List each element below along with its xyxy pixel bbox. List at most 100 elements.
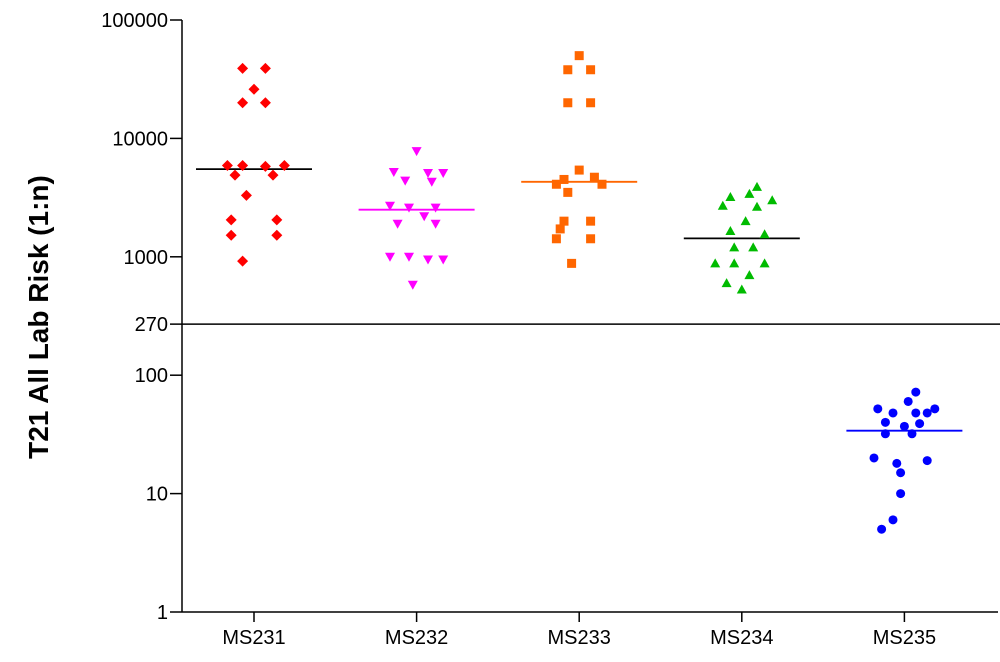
- data-point: [896, 468, 906, 478]
- x-categories: MS231 MS232 MS233 MS234 MS235: [222, 612, 936, 649]
- data-point: [225, 229, 237, 241]
- y-axis-title: T21 All Lab Risk (1:n): [23, 175, 54, 459]
- data-point: [717, 200, 728, 210]
- data-point: [869, 453, 879, 463]
- data-point: [248, 83, 260, 95]
- data-point: [551, 179, 561, 189]
- data-point: [419, 212, 430, 222]
- data-point: [586, 234, 596, 244]
- data-point: [400, 176, 411, 186]
- data-point: [563, 187, 573, 197]
- median-lines: [196, 168, 963, 432]
- data-point: [721, 278, 732, 288]
- data-point: [744, 270, 755, 280]
- data-point: [426, 177, 437, 187]
- axes: [181, 20, 998, 613]
- data-point: [237, 97, 249, 109]
- data-point: [423, 169, 433, 179]
- data-point: [759, 258, 770, 268]
- data-point: [392, 219, 403, 229]
- data-point: [907, 429, 917, 439]
- x-category-label: MS231: [222, 627, 285, 649]
- data-point: [237, 160, 249, 172]
- y-tick-label: 10000: [112, 128, 168, 150]
- y-tick-label: 1: [157, 602, 168, 624]
- data-point: [930, 404, 940, 414]
- data-point: [559, 174, 569, 184]
- x-category-label: MS233: [548, 627, 611, 649]
- data-point: [563, 65, 573, 75]
- x-category-label: MS235: [873, 627, 936, 649]
- data-point: [767, 195, 778, 205]
- data-points: [221, 51, 940, 534]
- data-point: [896, 489, 906, 499]
- data-point: [411, 147, 422, 157]
- data-point: [911, 408, 921, 418]
- data-point: [225, 214, 237, 226]
- data-point: [752, 181, 762, 191]
- data-point: [240, 189, 252, 201]
- data-point: [752, 201, 762, 211]
- data-point: [729, 242, 740, 252]
- data-point: [880, 417, 890, 427]
- data-point: [229, 169, 241, 181]
- data-point: [880, 429, 890, 439]
- data-point: [551, 234, 561, 244]
- data-point: [259, 97, 271, 109]
- data-point: [430, 203, 441, 213]
- data-point: [729, 258, 740, 268]
- data-point: [407, 280, 418, 290]
- data-point: [597, 179, 607, 189]
- data-point: [404, 203, 414, 213]
- y-tick-label: 10: [146, 484, 168, 506]
- data-point: [877, 524, 887, 534]
- data-point: [725, 226, 736, 236]
- data-point: [744, 188, 755, 198]
- data-point: [259, 62, 271, 74]
- x-category-label: MS232: [385, 627, 448, 649]
- data-point: [278, 160, 290, 172]
- data-point: [873, 404, 883, 414]
- data-point: [423, 255, 433, 265]
- data-point: [911, 387, 921, 397]
- data-point: [438, 255, 449, 265]
- data-point: [271, 214, 283, 226]
- data-point: [748, 242, 759, 252]
- data-point: [221, 160, 233, 172]
- data-point: [271, 229, 283, 241]
- data-point: [559, 216, 569, 226]
- y-ticks: 1 10 100 270 1000 10000 100000: [101, 10, 182, 624]
- x-category-label: MS234: [710, 627, 773, 649]
- data-point: [563, 98, 573, 108]
- data-point: [586, 65, 596, 75]
- data-point: [888, 408, 898, 418]
- data-point: [574, 165, 584, 175]
- data-point: [892, 458, 902, 468]
- data-point: [903, 396, 913, 406]
- y-tick-label: 270: [135, 314, 168, 336]
- data-point: [385, 201, 395, 211]
- data-point: [574, 51, 584, 61]
- data-point: [267, 169, 279, 181]
- data-point: [237, 62, 249, 74]
- data-point: [237, 255, 249, 267]
- data-point: [922, 408, 932, 418]
- data-point: [567, 258, 577, 268]
- data-point: [404, 252, 414, 262]
- data-point: [555, 224, 565, 234]
- data-point: [589, 172, 599, 182]
- data-point: [759, 229, 770, 239]
- data-point: [388, 168, 399, 178]
- data-point: [710, 258, 721, 268]
- data-point: [385, 252, 395, 262]
- y-tick-label: 100: [135, 365, 168, 387]
- y-tick-label: 1000: [124, 247, 169, 269]
- data-point: [430, 219, 441, 229]
- y-tick-label: 100000: [101, 10, 168, 32]
- data-point: [899, 421, 909, 431]
- data-point: [586, 216, 596, 226]
- data-point: [725, 191, 736, 201]
- data-point: [915, 419, 925, 429]
- data-point: [888, 515, 898, 525]
